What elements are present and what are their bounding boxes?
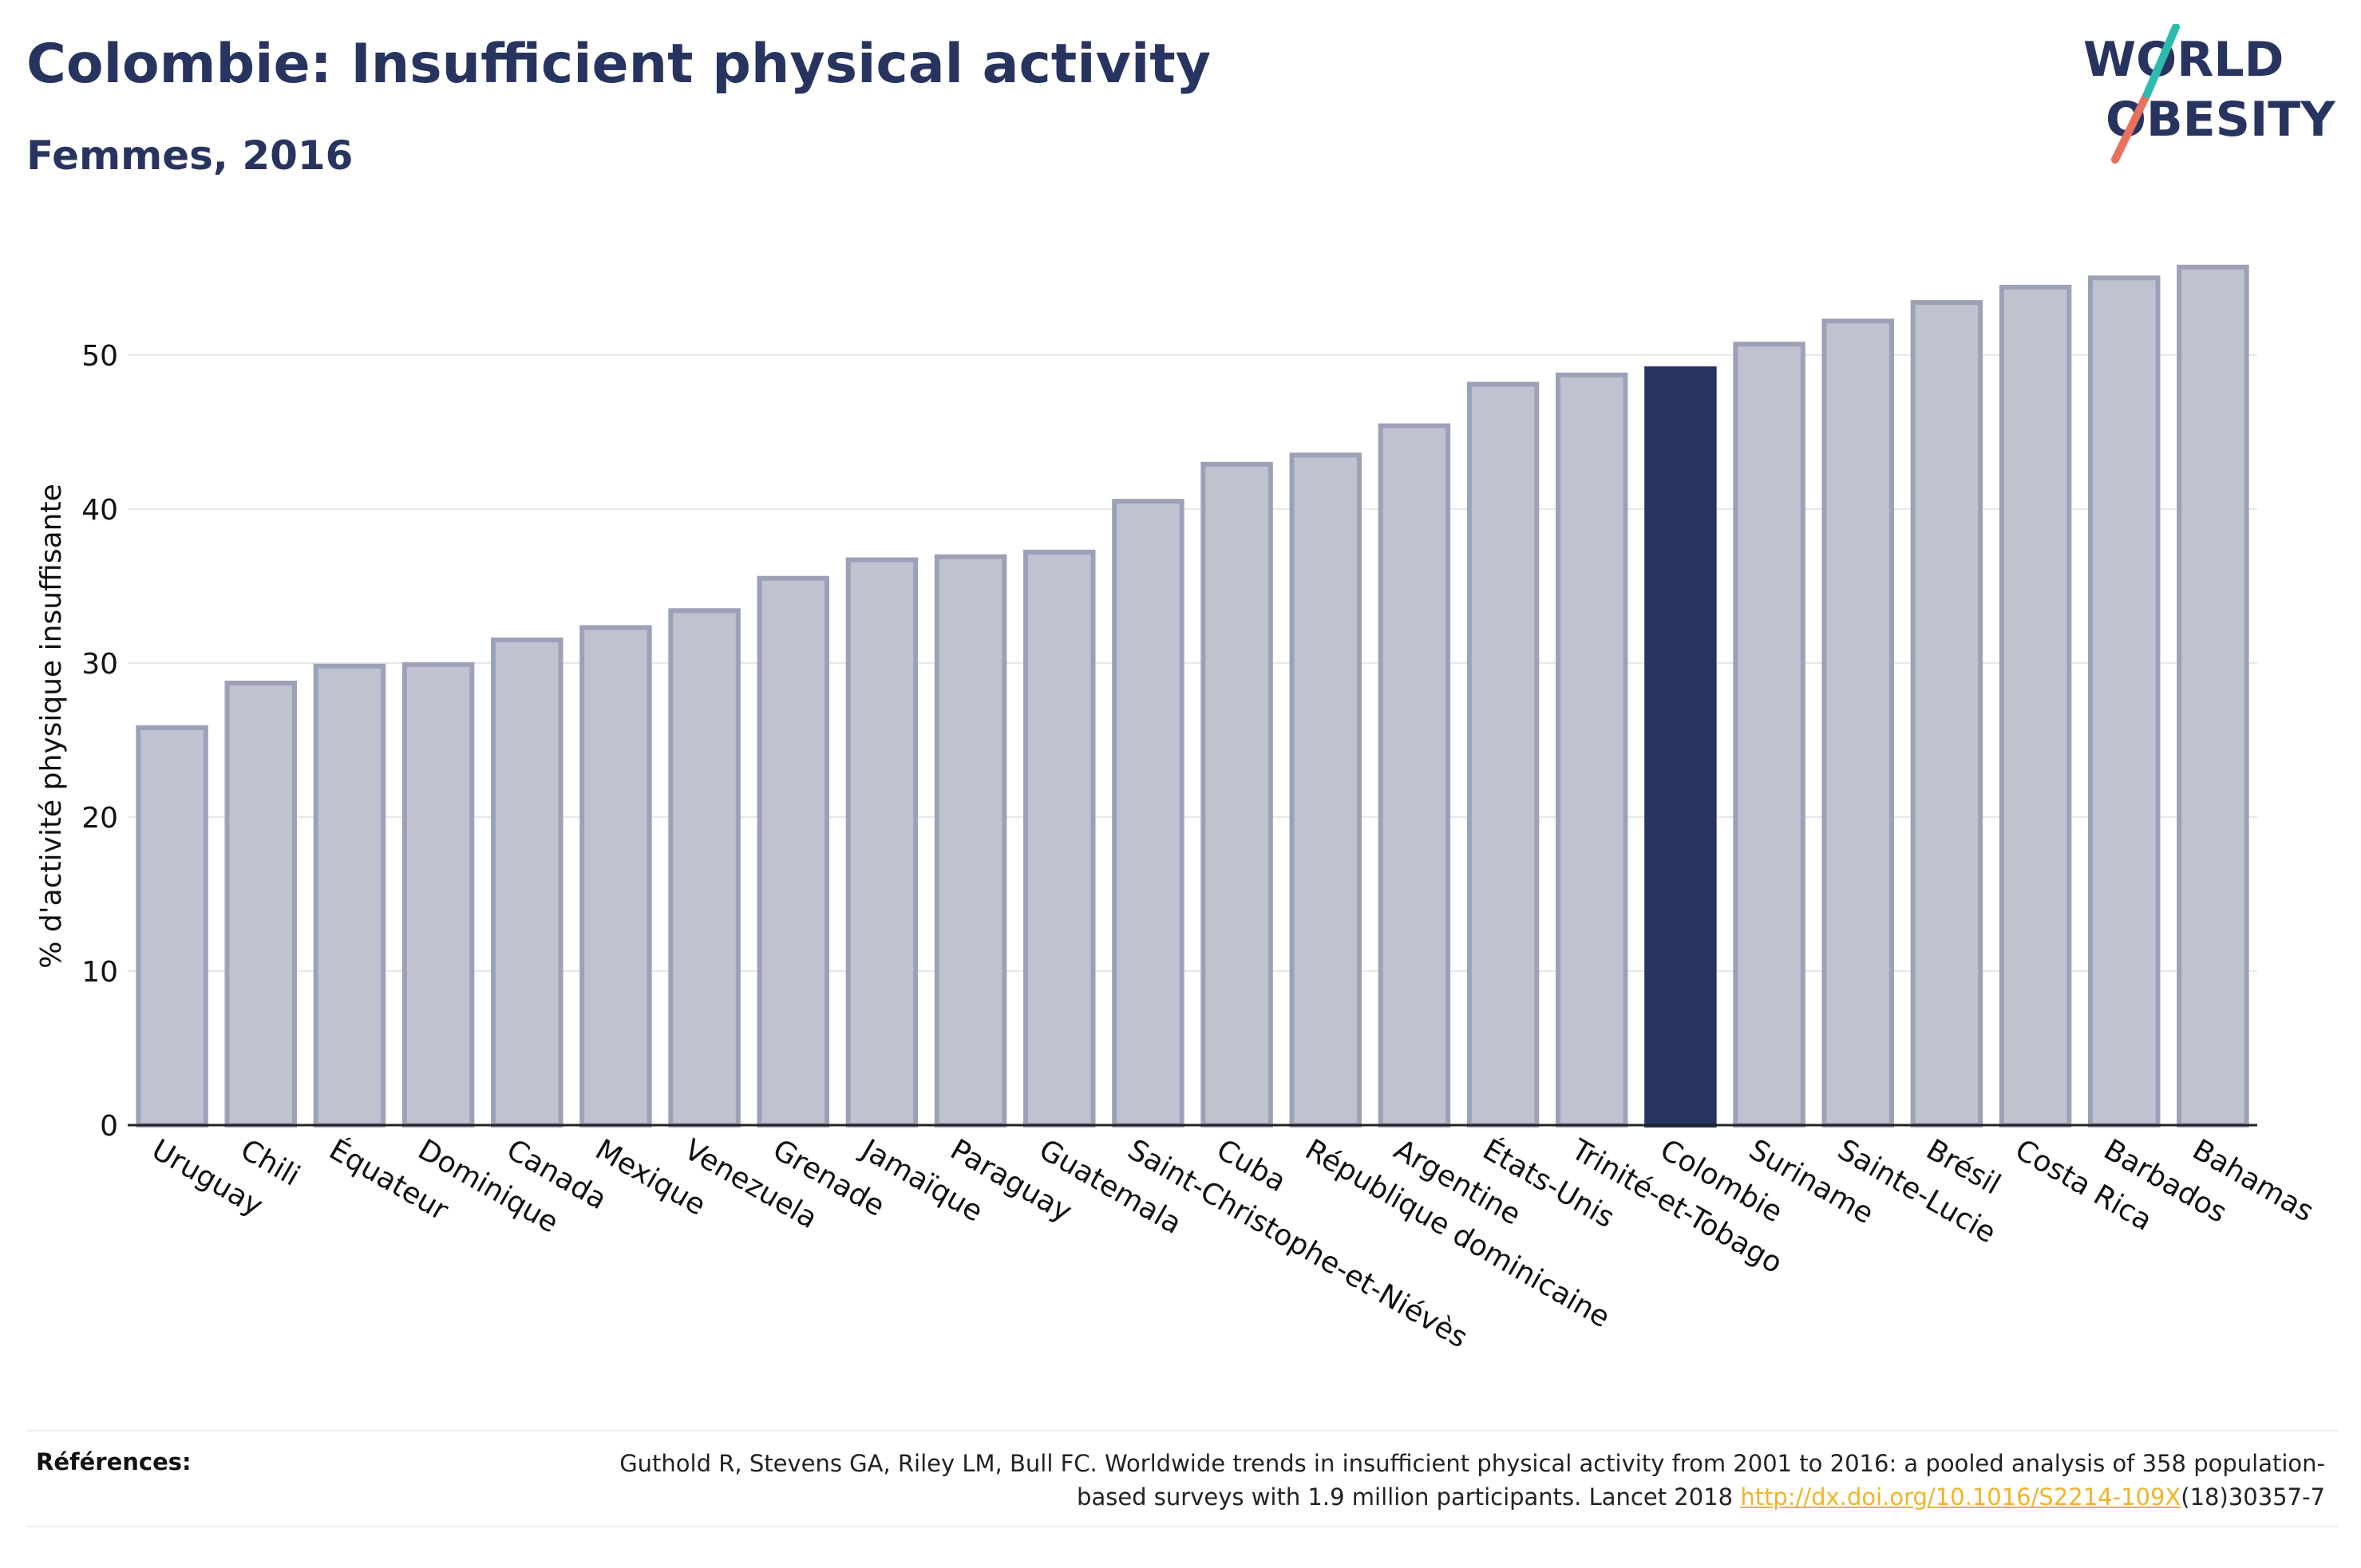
bar [1378,423,1451,1128]
bar [1999,284,2072,1128]
bar [1910,300,1983,1128]
logo-slash-coral [2111,90,2151,164]
y-tick-label: 50 [81,340,118,373]
reference-doi-link[interactable]: http://dx.doi.org/10.1016/S2214-109X [1740,1483,2181,1511]
bar [401,662,475,1128]
bar-highlight [1644,366,1717,1128]
bar [1200,461,1273,1128]
bar [313,663,386,1128]
chart-title: Colombie: Insufficient physical activity [26,33,1212,96]
bars [136,264,2249,1128]
y-tick-label: 40 [81,494,118,527]
reference-suffix: (18)30357-7 [2181,1483,2325,1511]
bar [2177,264,2249,1128]
bar [1466,381,1540,1128]
y-tick-label: 10 [81,956,118,989]
bar [491,637,564,1128]
reference-citation: Guthold R, Stevens GA, Riley LM, Bull FC… [569,1447,2325,1514]
footer-top-rule [26,1430,2338,1432]
bar [2088,275,2161,1128]
bar [579,625,652,1128]
y-tick-label: 30 [81,648,118,681]
bar [224,680,297,1128]
chart-subtitle: Femmes, 2016 [26,132,354,179]
logo-line-1: WORLD [2083,32,2284,88]
bar [136,725,208,1128]
bar [1733,342,1805,1128]
gridlines [128,353,2257,972]
bar [934,554,1007,1128]
references-label: Références: [36,1448,192,1475]
bar [1112,499,1184,1128]
y-tick-labels: 0 10 20 30 40 50 [81,340,118,1143]
bar [1023,549,1096,1128]
bar [1821,318,1894,1128]
y-axis-title: % d'activité physique insuffisante [35,484,68,968]
bar [757,575,829,1128]
reference-text: Guthold R, Stevens GA, Riley LM, Bull FC… [619,1450,2325,1511]
bar [845,557,919,1128]
bar [668,608,741,1128]
logo-slash-teal [2143,24,2180,98]
y-tick-label: 20 [81,802,118,835]
y-tick-label: 0 [100,1110,118,1143]
footer-bottom-rule [26,1526,2338,1527]
bar [1289,452,1362,1128]
world-obesity-logo: WORLD OBESITY [2083,24,2336,164]
bar [1556,372,1628,1128]
